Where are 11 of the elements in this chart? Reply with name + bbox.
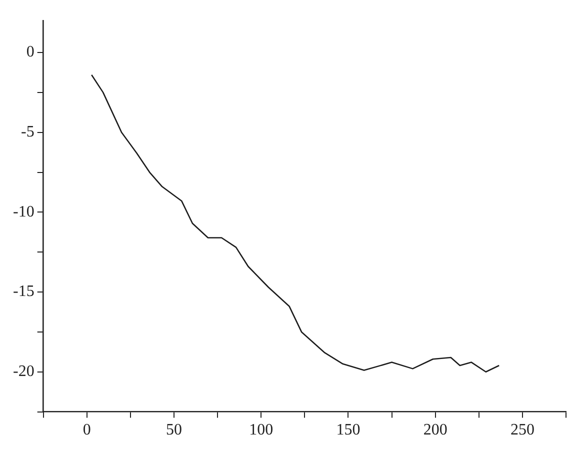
x-tick-label: 0 <box>82 422 91 439</box>
x-tick-label: 150 <box>336 422 360 439</box>
y-tick-label: 0 <box>26 44 34 61</box>
x-tick-label: 250 <box>510 422 534 439</box>
y-tick-label: -15 <box>13 283 34 300</box>
y-tick-label: -10 <box>13 203 34 220</box>
x-tick-label: 50 <box>166 422 182 439</box>
x-tick-label: 200 <box>423 422 448 439</box>
x-tick-label: 100 <box>249 422 274 439</box>
y-tick-label: -20 <box>13 363 34 380</box>
y-tick-label: -5 <box>21 124 34 141</box>
